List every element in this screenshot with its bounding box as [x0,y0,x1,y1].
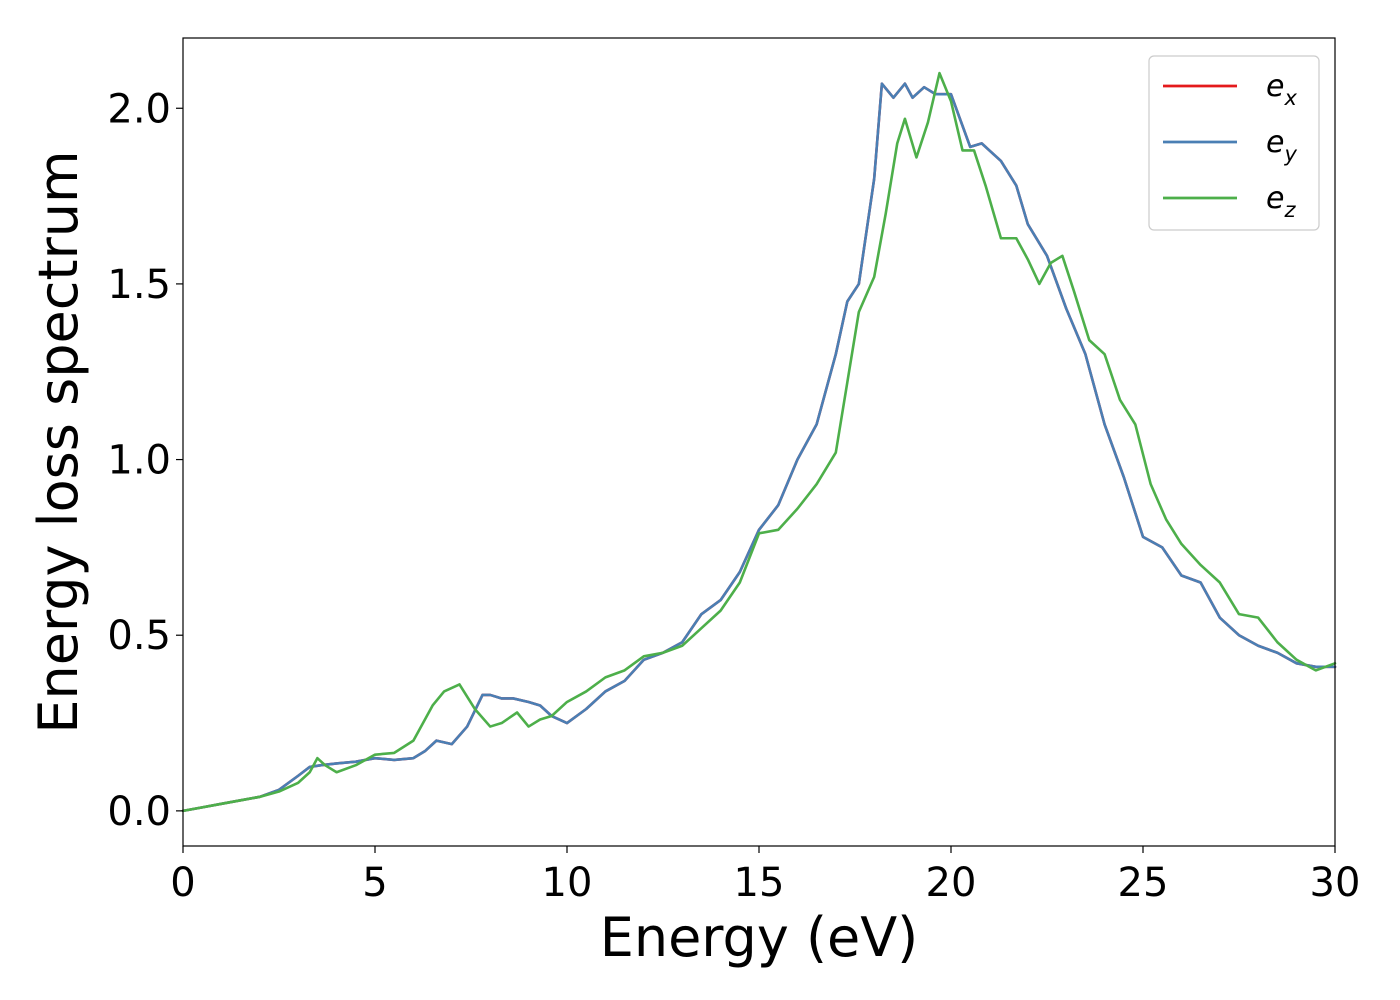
x-tick-label: 15 [734,860,785,906]
y-tick-label: 1.0 [107,438,171,484]
x-tick-label: 10 [542,860,593,906]
x-axis-ticks: 0 5 10 15 20 25 30 [170,846,1360,906]
series-line-e-y [181,82,1337,813]
x-tick-label: 20 [926,860,977,906]
x-axis-label: Energy (eV) [600,906,919,969]
x-tick-label: 5 [362,860,387,906]
y-tick-label: 1.5 [107,262,171,308]
legend-label-subscript: x [1283,86,1297,110]
series-line-e-z [181,71,1337,813]
legend-label-subscript: y [1283,142,1297,166]
x-tick-label: 25 [1118,860,1169,906]
series-layer [181,71,1337,813]
plot-area [183,38,1335,846]
y-tick-label: 0.5 [107,613,171,659]
y-tick-label: 0.0 [107,789,171,835]
y-tick-label: 2.0 [107,86,171,132]
y-axis-label: Energy loss spectrum [27,150,90,733]
x-tick-label: 30 [1310,860,1361,906]
legend-label-subscript: z [1283,198,1296,222]
y-axis-ticks: 0.0 0.5 1.0 1.5 2.0 [107,86,183,835]
x-tick-label: 0 [170,860,195,906]
